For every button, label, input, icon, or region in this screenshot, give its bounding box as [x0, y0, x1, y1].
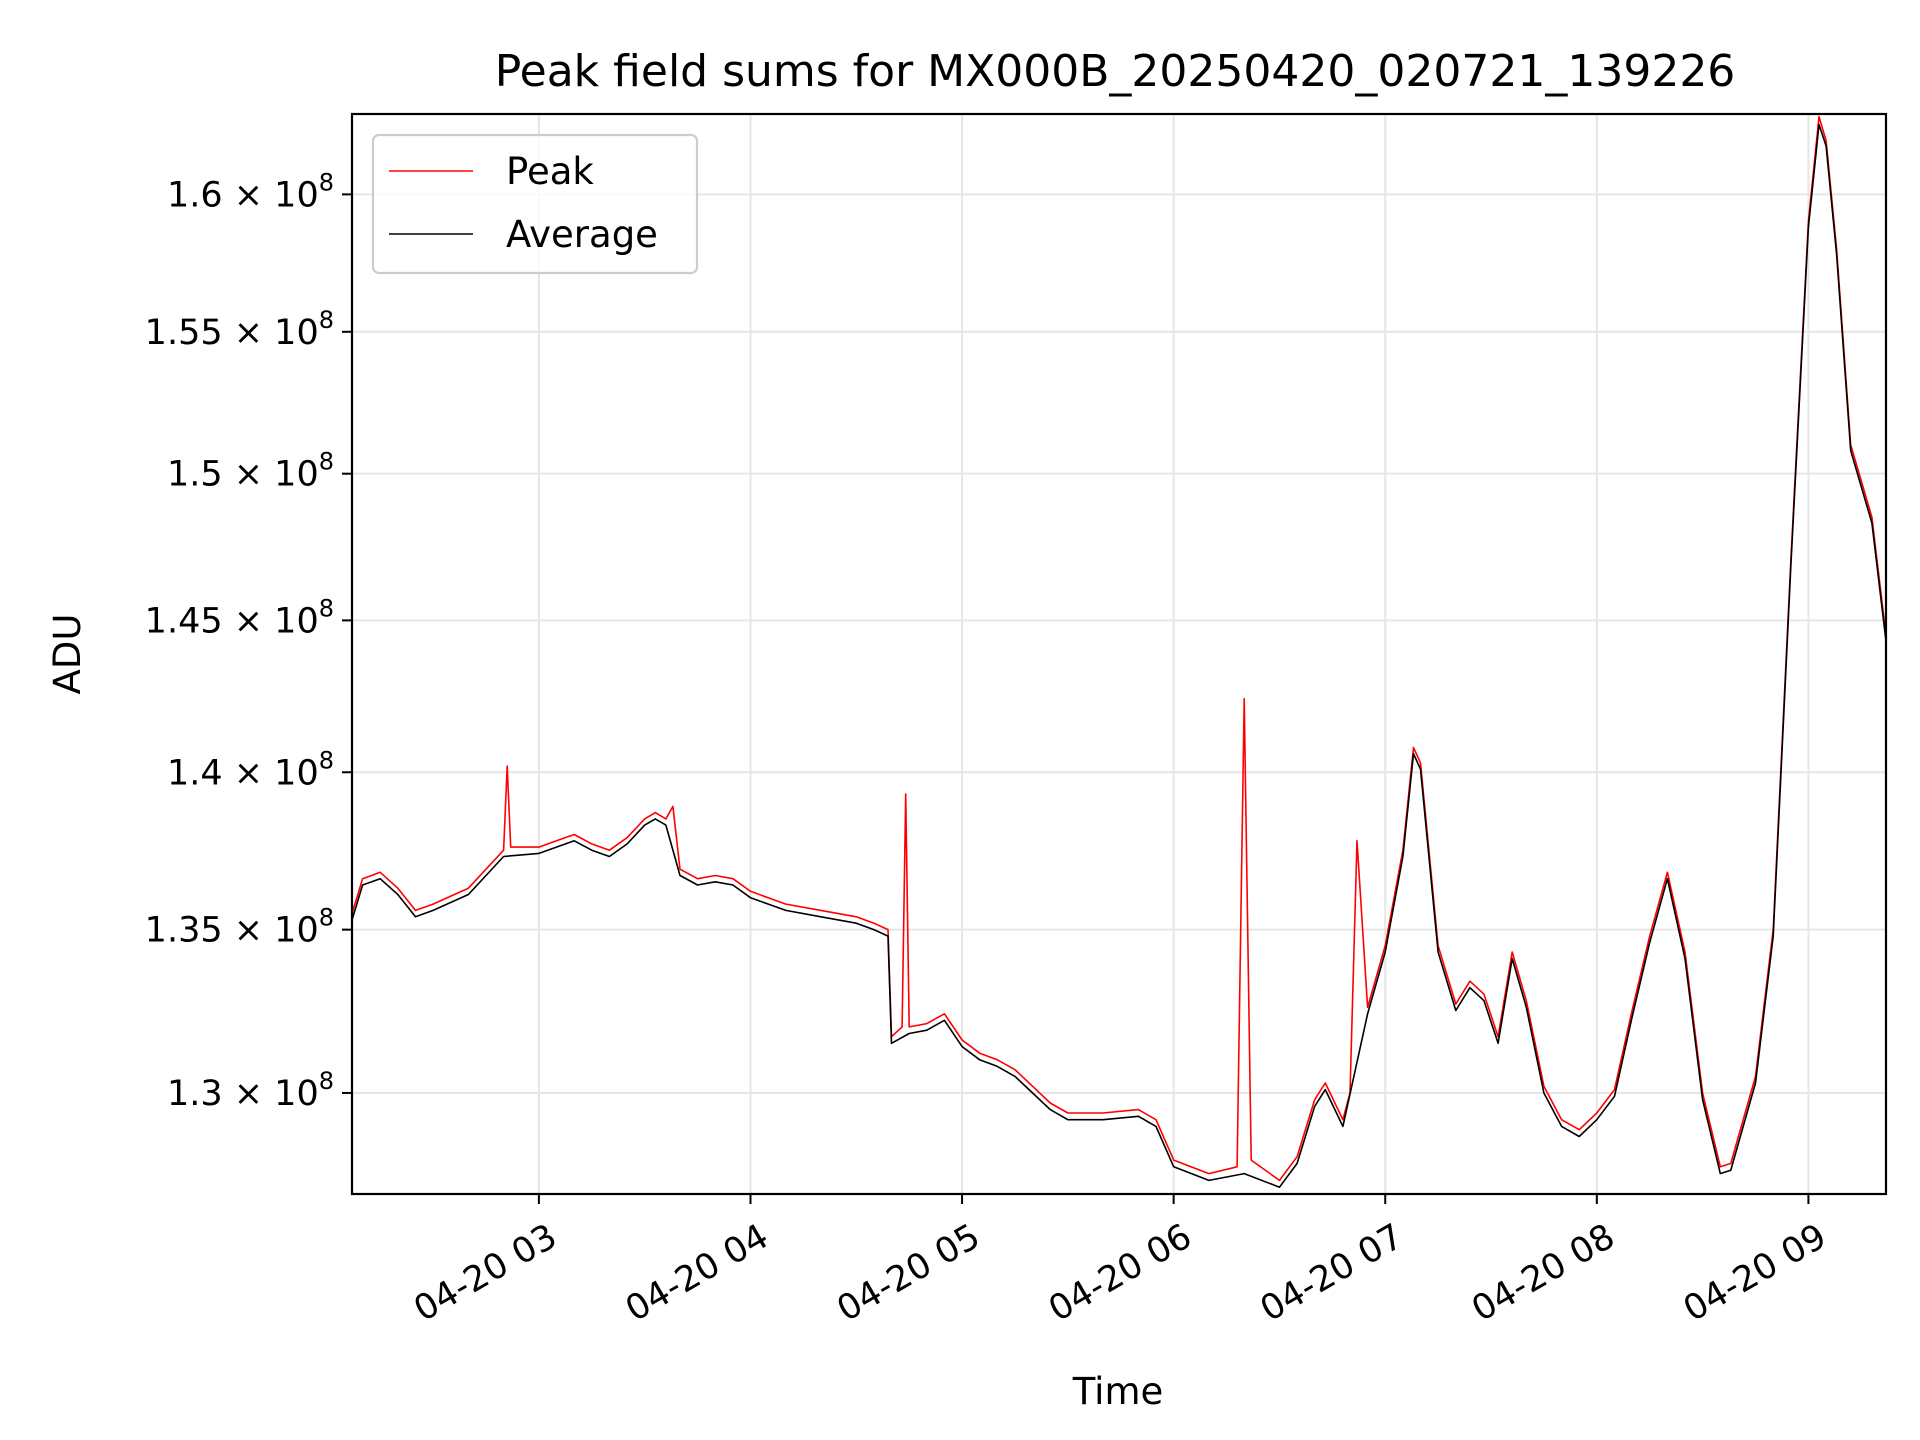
legend: Peak Average — [371, 133, 699, 275]
grid — [352, 114, 1886, 1194]
series-line-peak — [351, 115, 1887, 1182]
y-tick-label: 1.45 × 108 — [145, 594, 334, 641]
legend-label-peak: Peak — [506, 150, 594, 193]
y-tick-label: 1.6 × 108 — [167, 168, 334, 215]
y-axis-label: ADU — [46, 614, 89, 695]
series-line-average — [351, 123, 1887, 1188]
y-tick-label: 1.55 × 108 — [145, 306, 334, 353]
y-tick-label: 1.4 × 108 — [167, 746, 334, 793]
y-tick-label: 1.35 × 108 — [145, 904, 334, 951]
plot-frame — [350, 112, 1888, 1196]
legend-label-average: Average — [506, 213, 658, 256]
legend-box — [371, 133, 699, 275]
x-axis-label: Time — [1072, 1370, 1164, 1413]
y-tick-label: 1.3 × 108 — [167, 1067, 334, 1114]
y-tick-label: 1.5 × 108 — [167, 448, 334, 495]
chart-title: Peak field sums for MX000B_20250420_0207… — [495, 46, 1736, 97]
series-layer — [351, 115, 1887, 1188]
